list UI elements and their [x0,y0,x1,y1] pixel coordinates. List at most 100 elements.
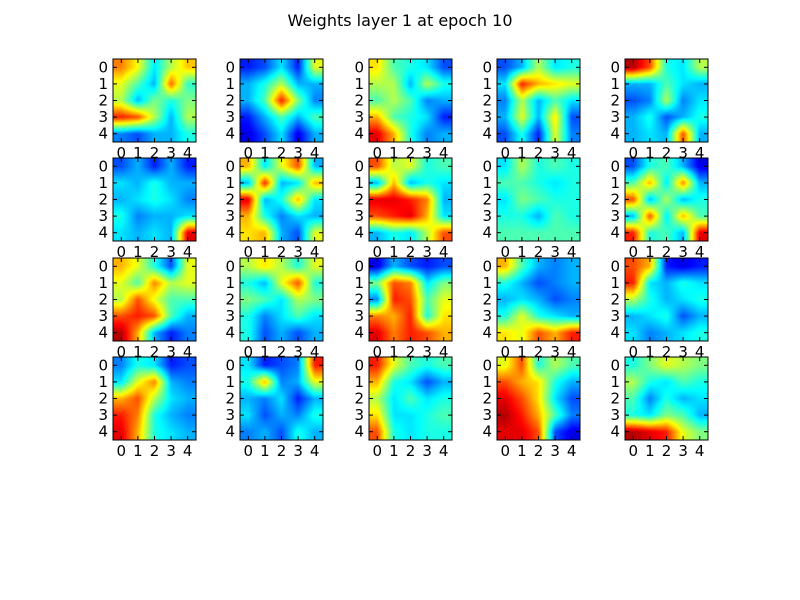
y-tick-label: 3 [610,207,620,225]
x-tick-label: 3 [293,243,303,261]
y-tick-label: 1 [610,174,620,192]
y-tick-label: 3 [354,307,364,325]
heatmap-image [113,357,196,440]
x-tick-label: 1 [389,343,399,361]
x-tick-label: 3 [678,243,688,261]
y-tick-label: 4 [354,125,364,143]
heatmap-image [625,59,708,142]
y-tick-label: 1 [225,274,235,292]
x-tick-label: 4 [183,243,193,261]
y-tick-label: 3 [354,406,364,424]
x-tick-label: 0 [373,243,383,261]
x-tick-label: 0 [117,144,127,162]
y-tick-label: 2 [354,291,364,309]
x-tick-label: 4 [310,343,320,361]
y-tick-label: 2 [354,92,364,110]
y-tick-label: 4 [482,324,492,342]
y-tick-label: 4 [225,423,235,441]
y-tick-label: 4 [610,324,620,342]
figure-title: Weights layer 1 at epoch 10 [288,11,513,30]
x-tick-label: 0 [501,343,511,361]
x-tick-label: 4 [567,442,577,460]
y-tick-label: 4 [98,423,108,441]
x-tick-label: 3 [678,144,688,162]
y-tick-label: 3 [610,307,620,325]
y-tick-label: 1 [610,274,620,292]
y-tick-label: 1 [354,75,364,93]
y-tick-label: 3 [225,406,235,424]
y-tick-label: 4 [610,423,620,441]
y-tick-label: 4 [225,224,235,242]
y-tick-label: 2 [482,191,492,209]
y-tick-label: 2 [225,92,235,110]
y-tick-label: 1 [98,174,108,192]
x-tick-label: 1 [260,343,270,361]
x-tick-label: 3 [166,144,176,162]
x-tick-label: 3 [550,243,560,261]
y-tick-label: 2 [482,291,492,309]
x-tick-label: 3 [678,442,688,460]
x-tick-label: 0 [244,243,254,261]
x-tick-label: 1 [645,343,655,361]
x-tick-label: 2 [406,144,416,162]
heatmap-image [369,158,452,241]
heatmap-image [240,158,323,241]
y-tick-label: 0 [225,157,235,175]
x-tick-label: 1 [517,343,527,361]
x-tick-label: 4 [183,442,193,460]
x-tick-label: 1 [517,144,527,162]
x-tick-label: 0 [501,243,511,261]
y-tick-label: 2 [225,191,235,209]
x-tick-label: 4 [695,144,705,162]
y-tick-label: 2 [610,191,620,209]
x-tick-label: 2 [150,243,160,261]
y-tick-label: 0 [98,356,108,374]
y-tick-label: 4 [610,125,620,143]
x-tick-label: 1 [260,243,270,261]
x-tick-label: 4 [567,144,577,162]
x-tick-label: 0 [629,144,639,162]
y-tick-label: 2 [225,291,235,309]
y-tick-label: 2 [610,291,620,309]
x-tick-label: 2 [662,243,672,261]
x-tick-label: 1 [517,442,527,460]
x-tick-label: 2 [150,343,160,361]
y-tick-label: 0 [354,157,364,175]
x-tick-label: 2 [277,144,287,162]
y-tick-label: 4 [482,125,492,143]
y-tick-label: 0 [225,257,235,275]
x-tick-label: 3 [293,343,303,361]
y-tick-label: 4 [98,224,108,242]
x-tick-label: 2 [662,343,672,361]
x-tick-label: 0 [117,243,127,261]
y-tick-label: 0 [482,257,492,275]
heatmap-image [240,357,323,440]
x-tick-label: 3 [166,442,176,460]
y-tick-label: 4 [354,423,364,441]
y-tick-label: 0 [482,157,492,175]
x-tick-label: 2 [534,343,544,361]
x-tick-label: 4 [567,343,577,361]
x-tick-label: 4 [695,243,705,261]
x-tick-label: 1 [133,243,143,261]
heatmap-image [113,158,196,241]
x-tick-label: 0 [117,343,127,361]
y-tick-label: 2 [354,191,364,209]
y-tick-label: 1 [482,174,492,192]
x-tick-label: 4 [695,343,705,361]
heatmap-image [369,59,452,142]
x-tick-label: 0 [501,442,511,460]
x-tick-label: 0 [373,343,383,361]
y-tick-label: 3 [482,307,492,325]
